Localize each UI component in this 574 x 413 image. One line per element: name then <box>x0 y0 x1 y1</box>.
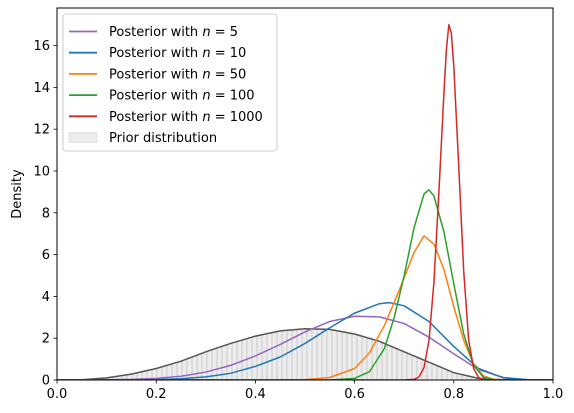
series-line-n1000 <box>57 23 553 380</box>
posterior-series-layer <box>57 23 553 380</box>
legend-swatch-prior <box>68 132 98 143</box>
prior-distribution-layer <box>57 328 553 380</box>
y-tick-label: 14 <box>33 81 50 96</box>
series-line-n50 <box>57 235 553 380</box>
y-tick-label: 4 <box>42 290 50 305</box>
y-tick-label: 10 <box>33 165 50 180</box>
plot-frame <box>56 7 554 381</box>
x-tick-label: 0.4 <box>245 387 266 402</box>
prior-distribution-area <box>57 328 553 380</box>
prior-distribution-line <box>57 328 553 380</box>
y-axis-title: Density <box>10 169 25 219</box>
legend-label-n50: Posterior with n = 50 <box>109 67 246 82</box>
x-tick-label: 0.8 <box>443 387 464 402</box>
x-tick-label: 0.6 <box>344 387 365 402</box>
y-tick-label: 16 <box>33 39 50 54</box>
x-axis: 0.0 0.2 0.4 0.6 0.8 1.0 <box>47 380 564 402</box>
y-tick-label: 2 <box>42 332 50 347</box>
y-tick-label: 0 <box>42 374 50 389</box>
legend-item-n10: Posterior with n = 10 <box>69 46 246 61</box>
prior-hatch <box>86 328 498 380</box>
x-tick-label: 1.0 <box>543 387 564 402</box>
legend-frame <box>62 13 278 152</box>
legend-item-n1000: Posterior with n = 1000 <box>69 110 263 125</box>
legend-label-n100: Posterior with n = 100 <box>109 89 255 104</box>
legend-label-n10: Posterior with n = 10 <box>109 46 246 61</box>
series-line-n100 <box>57 189 553 380</box>
plot-area <box>57 23 553 380</box>
y-tick-label: 6 <box>42 248 50 263</box>
y-tick-label: 12 <box>33 123 50 138</box>
legend-item-n100: Posterior with n = 100 <box>69 89 255 104</box>
legend: Posterior with n = 5 Posterior with n = 1… <box>62 13 278 152</box>
x-tick-label: 0.2 <box>146 387 167 402</box>
y-tick-label: 8 <box>42 206 50 221</box>
legend-label-prior: Prior distribution <box>109 131 217 146</box>
y-axis: 0 2 4 6 8 10 12 14 16 <box>33 39 57 389</box>
legend-item-n5: Posterior with n = 5 <box>69 25 238 40</box>
x-tick-label: 0.0 <box>47 387 68 402</box>
legend-item-n50: Posterior with n = 50 <box>69 67 246 82</box>
legend-item-prior: Prior distribution <box>68 131 217 146</box>
legend-label-n1000: Posterior with n = 1000 <box>109 110 263 125</box>
legend-label-n5: Posterior with n = 5 <box>109 25 238 40</box>
